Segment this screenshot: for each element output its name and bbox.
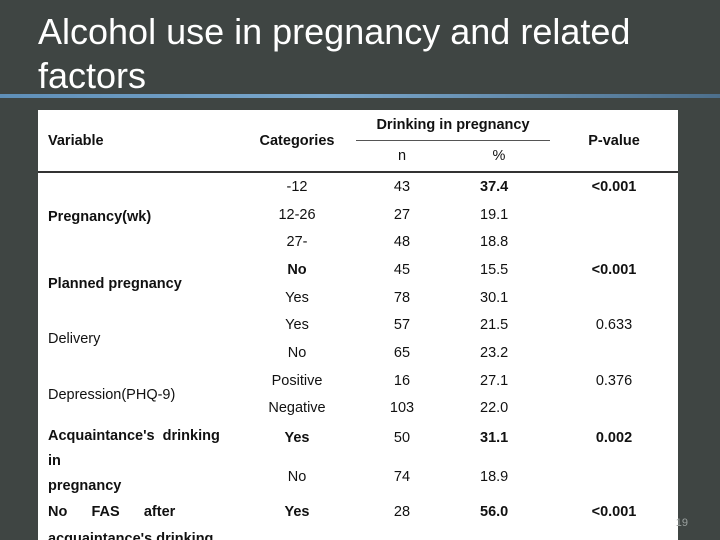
n-cell: 65 bbox=[393, 344, 411, 361]
percent-cell: 31.1 bbox=[480, 430, 509, 447]
n-cell: 27 bbox=[393, 206, 411, 223]
header-variable: Variable bbox=[38, 110, 238, 173]
category-cell: Yes bbox=[284, 430, 310, 447]
category-cell: -12 bbox=[286, 178, 308, 195]
variable-pregnancy-weeks: Pregnancy(wk) bbox=[48, 208, 152, 225]
category-cell: Positive bbox=[271, 372, 323, 389]
header-n: n bbox=[356, 140, 448, 173]
variable-line: No FAS after bbox=[48, 504, 176, 521]
category-cell: No bbox=[287, 344, 307, 361]
percent-cell: 37.4 bbox=[480, 178, 509, 195]
n-cell: 43 bbox=[393, 178, 411, 195]
p-value-cell: <0.001 bbox=[591, 261, 637, 278]
variable-line: in bbox=[48, 453, 61, 470]
p-value-cell: <0.001 bbox=[591, 504, 637, 521]
percent-cell: 15.5 bbox=[480, 261, 509, 278]
n-cell: 28 bbox=[393, 504, 411, 521]
n-cell: 48 bbox=[393, 234, 411, 251]
table-row: Planned pregnancy No 45 15.5 <0.001 bbox=[38, 256, 678, 292]
p-value-cell: <0.001 bbox=[591, 178, 637, 195]
table-row: 12-26 27 19.1 bbox=[38, 201, 678, 229]
category-cell: No bbox=[287, 468, 307, 485]
percent-cell: 19.1 bbox=[480, 206, 509, 223]
table-row: No 74 18.9 bbox=[38, 455, 678, 500]
variable-no-fas-after-drinking: No FAS after acquaintance's drinking bbox=[38, 499, 238, 540]
percent-cell: 27.1 bbox=[480, 372, 509, 389]
table-row: Negative 103 22.0 bbox=[38, 395, 678, 423]
variable-line: Acquaintance's drinking bbox=[48, 428, 220, 445]
table-row: Depression(PHQ-9) Positive 16 27.1 0.376 bbox=[38, 367, 678, 403]
n-cell: 45 bbox=[393, 261, 411, 278]
table-row: No FAS after acquaintance's drinking Yes… bbox=[38, 499, 678, 540]
variable-line: acquaintance's drinking bbox=[48, 531, 214, 540]
table-row: Acquaintance's drinking in pregnancy Yes… bbox=[38, 422, 678, 494]
table-row: 27- 48 18.8 bbox=[38, 228, 678, 256]
page-number: 19 bbox=[675, 517, 688, 529]
p-value-cell: 0.633 bbox=[595, 317, 633, 334]
variable-planned-pregnancy: Planned pregnancy bbox=[48, 275, 182, 292]
variable-line: pregnancy bbox=[48, 478, 122, 495]
p-value-cell: 0.002 bbox=[595, 430, 633, 447]
p-value-cell: 0.376 bbox=[595, 372, 633, 389]
variable-delivery: Delivery bbox=[48, 331, 101, 348]
category-cell: Yes bbox=[285, 289, 309, 306]
percent-cell: 18.9 bbox=[480, 468, 509, 485]
n-cell: 78 bbox=[393, 289, 411, 306]
variable-depression: Depression(PHQ-9) bbox=[48, 386, 176, 403]
category-cell: Yes bbox=[285, 317, 309, 334]
percent-cell: 30.1 bbox=[480, 289, 509, 306]
header-categories: Categories bbox=[238, 110, 356, 173]
percent-cell: 56.0 bbox=[480, 504, 509, 521]
table-row: Yes 78 30.1 bbox=[38, 284, 678, 312]
table-row: Delivery Yes 57 21.5 0.633 bbox=[38, 311, 678, 347]
header-drinking-in-pregnancy: Drinking in pregnancy bbox=[356, 110, 550, 141]
percent-cell: 21.5 bbox=[480, 317, 509, 334]
n-cell: 103 bbox=[389, 400, 415, 417]
table-row: Pregnancy(wk) -12 43 37.4 <0.001 bbox=[38, 172, 678, 225]
percent-cell: 22.0 bbox=[480, 400, 509, 417]
n-cell: 50 bbox=[393, 430, 411, 447]
header-percent: % bbox=[448, 140, 550, 173]
n-cell: 16 bbox=[393, 372, 411, 389]
category-cell: No bbox=[287, 261, 307, 278]
percent-cell: 18.8 bbox=[480, 234, 509, 251]
results-table-panel: Variable Categories Drinking in pregnanc… bbox=[38, 110, 678, 540]
results-table: Variable Categories Drinking in pregnanc… bbox=[38, 110, 678, 540]
slide-title: Alcohol use in pregnancy and related fac… bbox=[38, 11, 631, 96]
category-cell: Negative bbox=[268, 400, 326, 417]
variable-acquaintance-drinking: Acquaintance's drinking in pregnancy bbox=[38, 422, 238, 499]
title-underline bbox=[0, 94, 720, 98]
header-p-value: P-value bbox=[550, 110, 678, 173]
category-cell: 12-26 bbox=[278, 206, 316, 223]
n-cell: 57 bbox=[393, 317, 411, 334]
category-cell: 27- bbox=[286, 234, 308, 251]
category-cell: Yes bbox=[284, 504, 310, 521]
percent-cell: 23.2 bbox=[480, 344, 509, 361]
n-cell: 74 bbox=[393, 468, 411, 485]
table-row: No 65 23.2 bbox=[38, 339, 678, 367]
